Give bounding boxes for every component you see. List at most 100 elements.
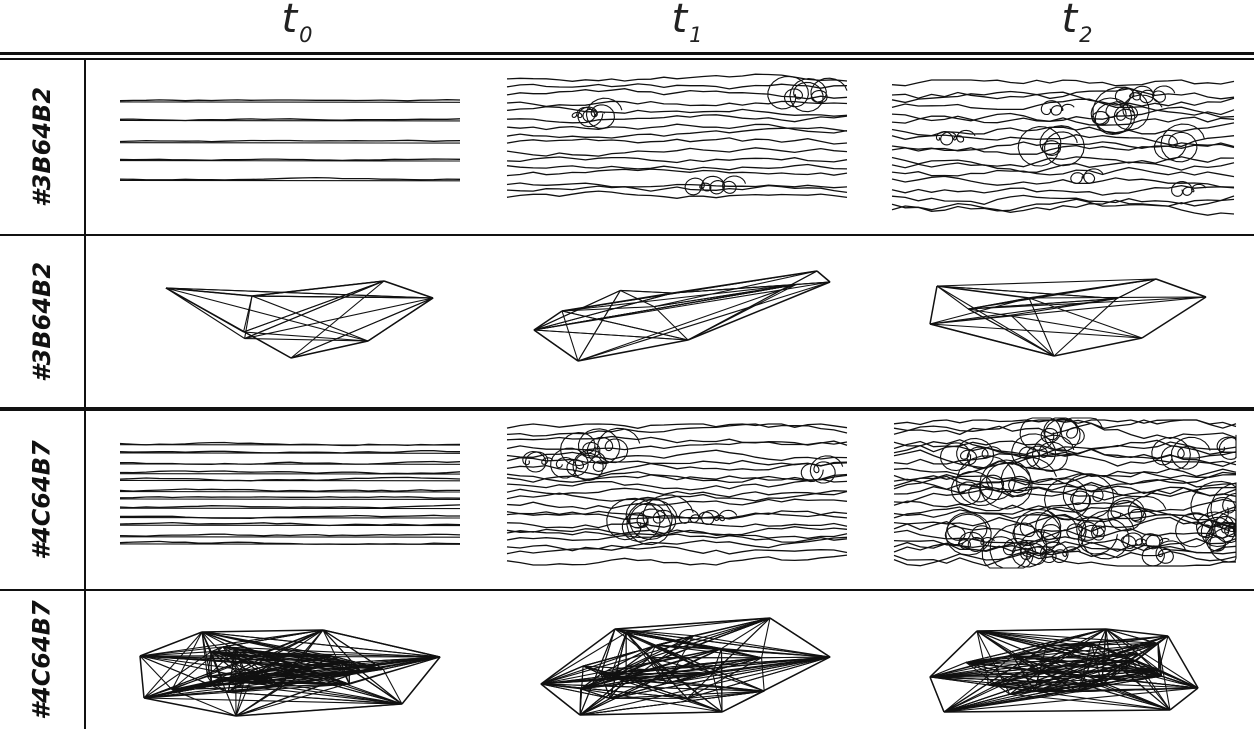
vortex-curve: [956, 455, 1057, 510]
streamline: [119, 476, 461, 482]
vortex-curve: [1107, 495, 1167, 532]
graph-edge: [1078, 687, 1199, 693]
graph-edge: [235, 670, 361, 717]
graph-edge: [1038, 671, 1171, 711]
graph-edge: [936, 285, 1030, 299]
graph-edge: [1010, 314, 1055, 357]
graph-edge: [653, 306, 689, 341]
graph-edge: [976, 630, 1110, 660]
vortex-curve: [1153, 123, 1206, 163]
streamline: [891, 184, 1235, 196]
graph-edge: [943, 709, 1171, 713]
graph-edge: [1167, 635, 1199, 689]
graph-edge: [1169, 687, 1199, 711]
graph-edge: [929, 676, 945, 713]
column-header-subscript: 2: [1079, 23, 1093, 47]
vortex-curve: [1141, 540, 1187, 567]
graph-edge: [540, 683, 611, 699]
header-rule-top: [0, 52, 1254, 55]
graph-edge: [533, 292, 674, 331]
graph-edge: [1137, 653, 1162, 677]
graph-edge: [614, 617, 771, 630]
graph-edge: [712, 673, 723, 713]
graph-edge: [976, 630, 1092, 644]
vortex-curve: [1120, 532, 1170, 550]
graph-edge: [929, 323, 1143, 339]
graph-edge: [143, 631, 203, 699]
vortex-curve: [1090, 97, 1135, 136]
streamline: [891, 98, 1235, 116]
graph-edge: [936, 285, 1055, 357]
graph-edge: [720, 648, 723, 713]
streamline: [506, 474, 848, 483]
graph-edge: [243, 331, 369, 342]
streamline-plot-r3-t2: [893, 417, 1237, 569]
graph-edge: [610, 656, 831, 699]
vortex-curve: [935, 129, 976, 146]
column-header-t1: t1: [627, 0, 747, 60]
graph-edge: [401, 656, 441, 705]
streamline: [893, 461, 1237, 478]
streamline: [506, 126, 848, 139]
column-header-t2: t2: [1017, 0, 1137, 60]
streamline: [506, 114, 848, 124]
graph-edge: [1155, 278, 1207, 298]
vortex-curve: [1040, 100, 1075, 116]
graph-edge: [929, 642, 1092, 678]
graph-edge: [533, 329, 689, 341]
graph-edge: [609, 657, 650, 679]
graph-edge: [976, 630, 1171, 711]
vortex-curve: [957, 531, 995, 553]
streamline: [891, 198, 1235, 213]
column-header-subscript: 0: [299, 23, 313, 47]
streamline: [506, 554, 848, 566]
graph-edge: [1046, 635, 1169, 647]
graph-edge: [1038, 628, 1107, 673]
streamline: [506, 526, 848, 537]
vortex-curve: [1017, 125, 1085, 167]
graph-edge: [609, 632, 627, 679]
graph-edge: [976, 628, 1107, 632]
graph-edge: [139, 655, 145, 699]
graph-edge: [206, 676, 212, 683]
streamline: [506, 106, 848, 117]
graph-edge: [1012, 655, 1162, 677]
graph-edge: [228, 691, 403, 705]
vortex-curve: [1070, 168, 1104, 185]
graph-edge: [609, 632, 627, 699]
graph-edge: [341, 656, 441, 664]
streamline: [893, 536, 1237, 555]
graph-edge: [579, 635, 694, 716]
graph-edge: [816, 270, 831, 283]
vortex-curve: [1011, 433, 1075, 472]
graph-edge: [227, 649, 237, 693]
graph-edge: [139, 631, 203, 657]
graph-edge: [143, 629, 324, 699]
graph-edge: [330, 655, 384, 670]
graph-edge: [1012, 655, 1171, 711]
streamline: [506, 423, 848, 437]
graph-edge: [579, 666, 584, 716]
graph-edge: [580, 672, 713, 690]
graph-edge: [360, 670, 403, 705]
streamline-plot-r1-t0: [119, 99, 461, 182]
streamline: [506, 100, 848, 108]
graph-edge: [1105, 628, 1110, 660]
streamline: [506, 435, 848, 446]
graph-edge: [540, 644, 656, 685]
graph-edge: [610, 657, 762, 699]
graph-edge: [561, 270, 818, 312]
graph-edge: [1028, 297, 1143, 339]
graph-edge: [1046, 628, 1107, 647]
graph-edge: [143, 668, 384, 699]
graph-edge: [601, 672, 713, 675]
graph-edge: [165, 287, 369, 342]
column-header-base: t: [281, 0, 298, 42]
graph-edge: [322, 629, 441, 658]
graph-edge: [600, 644, 656, 675]
streamline: [506, 156, 848, 164]
streamline: [119, 139, 461, 143]
graph-edge: [609, 648, 722, 699]
